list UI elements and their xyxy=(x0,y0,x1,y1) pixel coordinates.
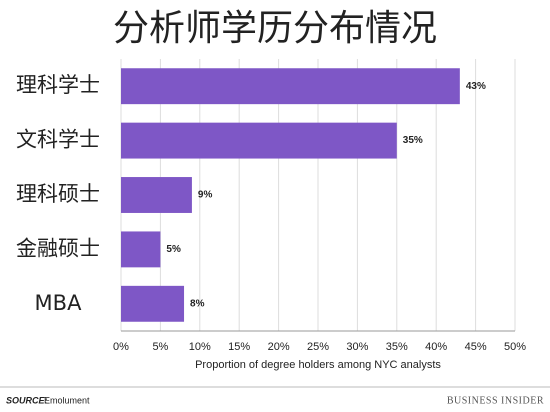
x-tick-label: 25% xyxy=(307,341,329,353)
bar xyxy=(121,231,161,268)
x-tick-label: 50% xyxy=(504,341,526,353)
value-label: 5% xyxy=(166,244,181,255)
bar xyxy=(121,122,397,159)
y-tick-label: MBA xyxy=(35,291,83,315)
y-tick-label: 文科学士 xyxy=(16,128,100,152)
x-tick-label: 15% xyxy=(228,341,250,353)
bar xyxy=(121,177,192,213)
source-label: SOURCE: xyxy=(6,395,48,405)
x-tick-label: 5% xyxy=(152,341,168,353)
source: Emolument xyxy=(44,395,90,405)
value-label: 8% xyxy=(190,298,205,309)
x-axis-label: Proportion of degree holders among NYC a… xyxy=(195,359,441,371)
y-tick-label: 金融硕士 xyxy=(16,236,100,260)
y-tick-label: 理科硕士 xyxy=(16,182,100,206)
x-tick-label: 40% xyxy=(425,341,447,353)
bar xyxy=(121,285,185,322)
brand: BUSINESS INSIDER xyxy=(447,395,544,406)
x-tick-label: 35% xyxy=(386,341,408,353)
value-label: 35% xyxy=(403,135,423,146)
value-label: 9% xyxy=(198,190,213,201)
x-tick-label: 20% xyxy=(268,341,290,353)
y-tick-label: 理科学士 xyxy=(16,73,100,97)
x-tick-label: 0% xyxy=(113,341,129,353)
x-tick-label: 10% xyxy=(189,341,211,353)
value-label: 43% xyxy=(466,81,486,92)
x-tick-label: 45% xyxy=(465,341,487,353)
bar xyxy=(121,68,460,105)
x-tick-label: 30% xyxy=(346,341,368,353)
chart-title: 分析师学历分布情况 xyxy=(113,8,437,49)
